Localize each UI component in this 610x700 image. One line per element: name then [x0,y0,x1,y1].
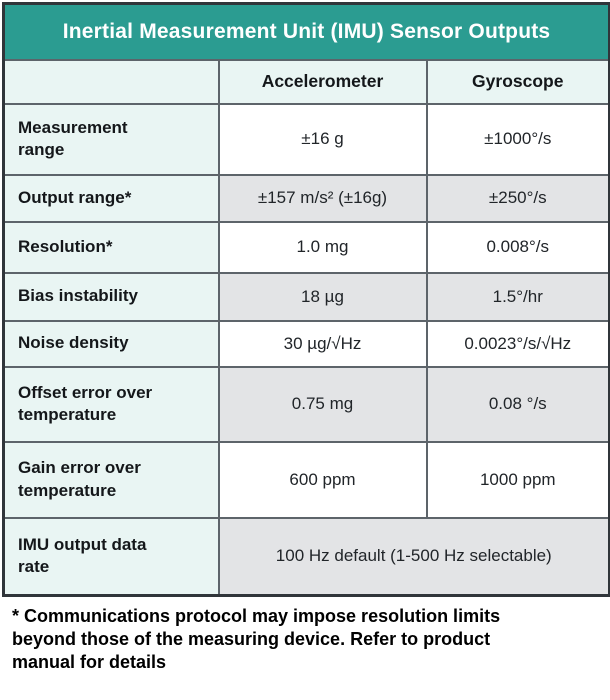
row-label: IMU output data rate [2,516,220,597]
row-label-text: IMU output data rate [18,534,147,577]
gyroscope-value: ±250°/s [425,173,610,223]
row-label-text: Noise density [18,333,129,353]
accelerometer-value: 1.0 mg [217,220,428,274]
row-label: Noise density [2,319,220,368]
table-row-offset-error: Offset error over temperature 0.75 mg 0.… [2,365,610,443]
column-header-gyroscope: Gyroscope [425,58,610,105]
table-title: Inertial Measurement Unit (IMU) Sensor O… [2,2,610,61]
corner-cell [2,58,220,105]
table-title-row: Inertial Measurement Unit (IMU) Sensor O… [2,2,610,61]
table-row-measurement-range: Measurement range ±16 g ±1000°/s [2,102,610,176]
column-header-accelerometer: Accelerometer [217,58,428,105]
row-label-text: Resolution* [18,236,113,256]
accelerometer-value: 18 µg [217,271,428,322]
gyroscope-value: 0.0023°/s/√Hz [425,319,610,368]
row-label-text: Gain error over temperature [18,458,141,500]
table-row-noise-density: Noise density 30 µg/√Hz 0.0023°/s/√Hz [2,319,610,368]
row-label-text: Measurement range [18,117,128,159]
merged-data-rate-value: 100 Hz default (1-500 Hz selectable) [217,516,610,597]
footnote: * Communications protocol may impose res… [12,606,501,672]
row-label-text: Bias instability [18,286,138,306]
row-label: Output range* [2,173,220,223]
accelerometer-value: 0.75 mg [217,365,428,443]
table-row-output-range: Output range* ±157 m/s² (±16g) ±250°/s [2,173,610,223]
accelerometer-value: 600 ppm [217,440,428,519]
imu-spec-table: Inertial Measurement Unit (IMU) Sensor O… [2,2,610,597]
accelerometer-value: ±16 g [217,102,428,176]
row-label-text: Offset error over temperature [18,382,153,424]
gyroscope-value: 0.08 °/s [425,365,610,443]
accelerometer-value: 30 µg/√Hz [217,319,428,368]
row-label: Measurement range [2,102,220,176]
table-row-imu-output-data-rate: IMU output data rate 100 Hz default (1-5… [2,516,610,597]
gyroscope-value: 1000 ppm [425,440,610,519]
gyroscope-value: 1.5°/hr [425,271,610,322]
row-label-text: Output range* [18,187,132,207]
row-label: Resolution* [2,220,220,274]
row-label: Bias instability [2,271,220,322]
column-header-row: Accelerometer Gyroscope [2,58,610,105]
table-row-resolution: Resolution* 1.0 mg 0.008°/s [2,220,610,274]
accelerometer-value: ±157 m/s² (±16g) [217,173,428,223]
row-label: Offset error over temperature [2,365,220,443]
row-label: Gain error over temperature [2,440,220,519]
table-row-bias-instability: Bias instability 18 µg 1.5°/hr [2,271,610,322]
gyroscope-value: ±1000°/s [425,102,610,176]
gyroscope-value: 0.008°/s [425,220,610,274]
table-row-gain-error: Gain error over temperature 600 ppm 1000… [2,440,610,519]
